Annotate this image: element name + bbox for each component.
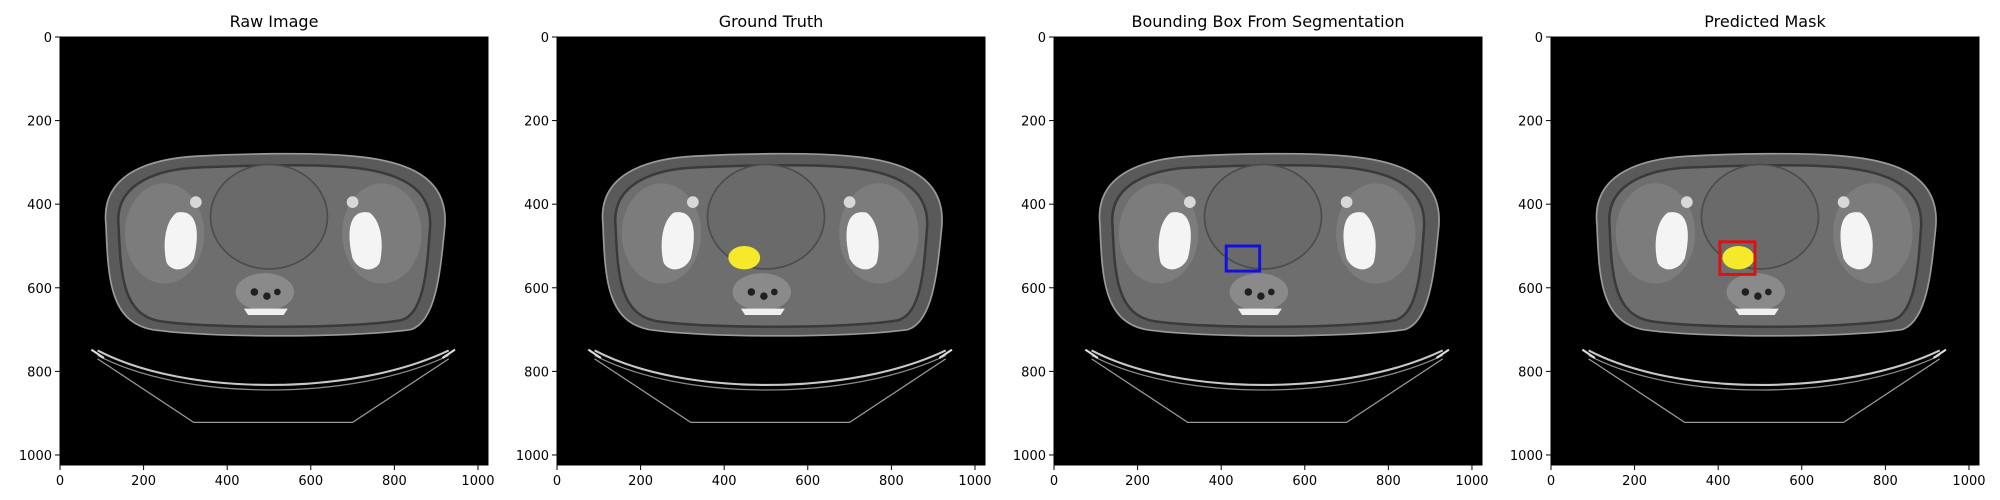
- x-tick-label: 200: [628, 474, 653, 489]
- x-tick-label: 400: [1209, 474, 1234, 489]
- segmentation-mask: [728, 245, 761, 270]
- y-tick-label: 200: [524, 115, 549, 130]
- y-tick-label: 600: [524, 282, 549, 297]
- axes-frame: [556, 36, 986, 466]
- y-tick-label: 400: [27, 198, 52, 213]
- y-tick-label: 800: [27, 365, 52, 380]
- predicted-box: [1718, 240, 1757, 276]
- ct-image: [1054, 37, 1482, 465]
- x-tick-label: 0: [1547, 474, 1555, 489]
- x-tick-label: 600: [1789, 474, 1814, 489]
- panel-1: Raw Image 0 200 400 600 800 1000 0 200 400 600 800 1…: [19, 12, 495, 489]
- x-tick-label: 400: [712, 474, 737, 489]
- y-tick-label: 0: [1535, 31, 1543, 46]
- x-tick-label: 800: [1376, 474, 1401, 489]
- y-tick-label: 400: [524, 198, 549, 213]
- x-tick-label: 400: [1706, 474, 1731, 489]
- y-tick-label: 200: [1518, 115, 1543, 130]
- panel-title: Bounding Box From Segmentation: [1131, 12, 1404, 31]
- y-tick-label: 200: [1021, 115, 1046, 130]
- segmentation-mask: [1722, 245, 1755, 270]
- y-tick-label: 200: [27, 115, 52, 130]
- ct-image: [557, 37, 985, 465]
- ct-image: [1551, 37, 1979, 465]
- bounding-box: [1224, 244, 1262, 273]
- x-tick-label: 400: [215, 474, 240, 489]
- y-tick-label: 0: [44, 31, 52, 46]
- y-tick-label: 1000: [19, 449, 52, 464]
- x-tick-label: 600: [795, 474, 820, 489]
- x-tick-label: 1000: [461, 474, 494, 489]
- x-tick-label: 0: [1050, 474, 1058, 489]
- axes-frame: [59, 36, 489, 466]
- ct-image: [60, 37, 488, 465]
- y-tick-label: 600: [1518, 282, 1543, 297]
- axes-frame: [1550, 36, 1980, 466]
- x-tick-label: 800: [382, 474, 407, 489]
- axes-frame: [1053, 36, 1483, 466]
- panel-2: Ground Truth 0 200 400 600 800 1000 0 200 400 600 8…: [516, 12, 992, 489]
- y-tick-label: 0: [541, 31, 549, 46]
- panel-title: Predicted Mask: [1704, 12, 1826, 31]
- y-tick-label: 800: [1021, 365, 1046, 380]
- panel-title: Ground Truth: [719, 12, 824, 31]
- panel-4: Predicted Mask 0 200 400 600 800 1000 0 200 400 60…: [1510, 12, 1986, 489]
- y-tick-label: 1000: [1510, 449, 1543, 464]
- x-tick-label: 0: [553, 474, 561, 489]
- panel-title: Raw Image: [230, 12, 319, 31]
- x-tick-label: 200: [1622, 474, 1647, 489]
- x-tick-label: 600: [1292, 474, 1317, 489]
- x-tick-label: 600: [298, 474, 323, 489]
- x-tick-label: 200: [1125, 474, 1150, 489]
- x-tick-label: 800: [879, 474, 904, 489]
- y-tick-label: 1000: [516, 449, 549, 464]
- x-tick-label: 1000: [1952, 474, 1985, 489]
- y-tick-label: 600: [27, 282, 52, 297]
- y-tick-label: 800: [524, 365, 549, 380]
- y-tick-label: 0: [1038, 31, 1046, 46]
- x-tick-label: 800: [1873, 474, 1898, 489]
- y-tick-label: 600: [1021, 282, 1046, 297]
- x-tick-label: 0: [56, 474, 64, 489]
- y-tick-label: 1000: [1013, 449, 1046, 464]
- y-tick-label: 400: [1518, 198, 1543, 213]
- panel-3: Bounding Box From Segmentation 0 200 400 600…: [1013, 12, 1489, 489]
- x-tick-label: 200: [131, 474, 156, 489]
- y-tick-label: 400: [1021, 198, 1046, 213]
- y-tick-label: 800: [1518, 365, 1543, 380]
- x-tick-label: 1000: [1455, 474, 1488, 489]
- x-tick-label: 1000: [958, 474, 991, 489]
